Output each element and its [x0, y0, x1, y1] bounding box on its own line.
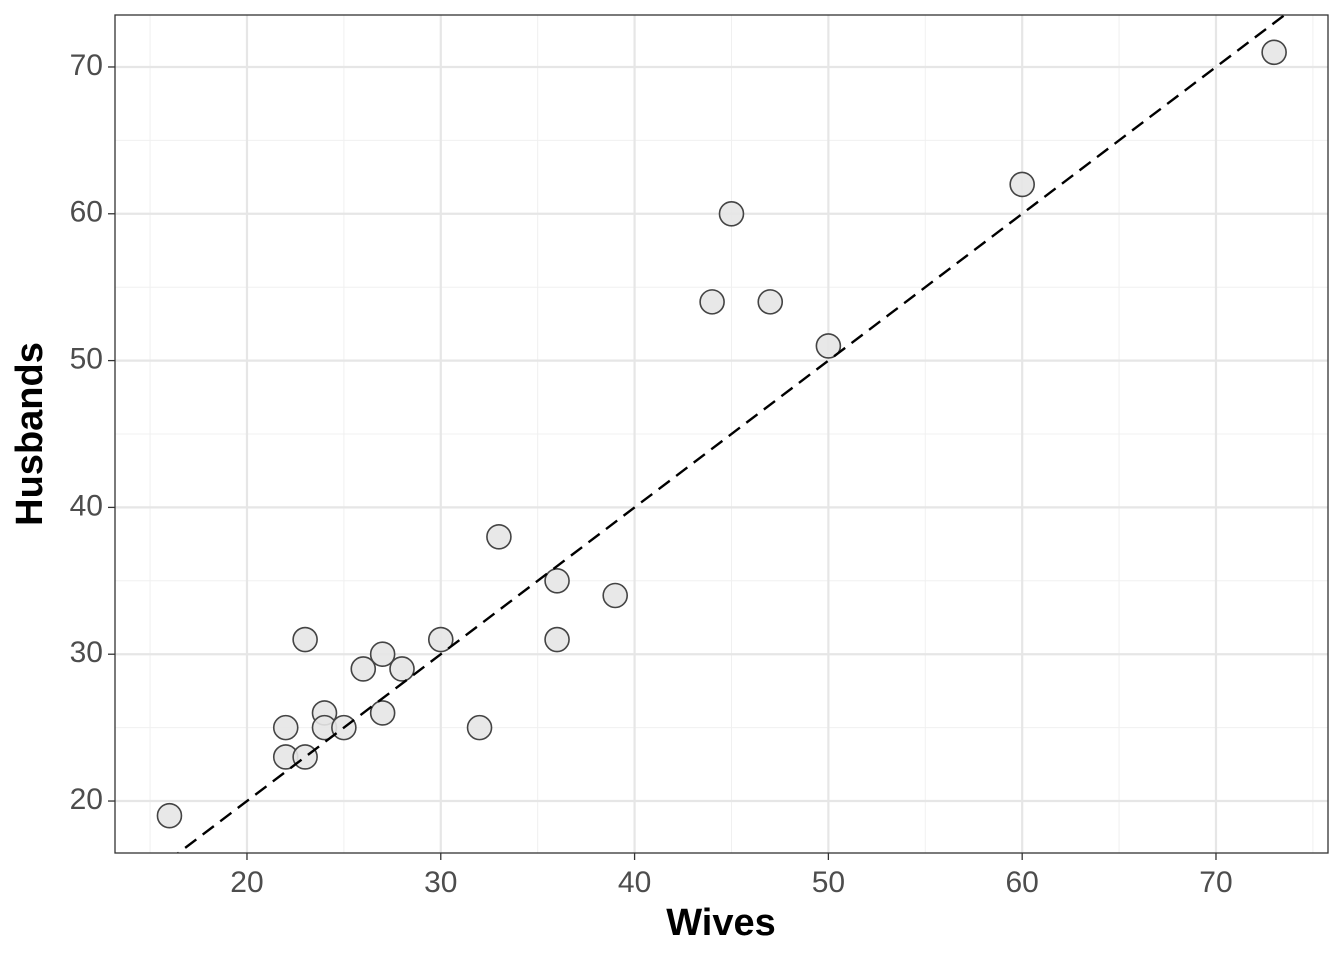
x-tick-label: 70 [1199, 866, 1232, 899]
point [427, 626, 454, 653]
point [544, 626, 570, 653]
point [486, 523, 512, 550]
point [1009, 171, 1035, 198]
point [350, 656, 377, 682]
x-tick-label: 20 [230, 866, 263, 899]
grid [115, 15, 1328, 853]
point [1261, 39, 1287, 66]
point [272, 714, 299, 741]
y-tick-label: 30 [70, 636, 103, 669]
x-tick-label: 60 [1005, 866, 1038, 899]
point [369, 641, 396, 668]
x-axis-title: Wives [666, 902, 776, 944]
x-tick-label: 50 [812, 866, 845, 899]
y-tick-label: 20 [70, 783, 103, 816]
point [699, 289, 725, 315]
y-tick-label: 50 [70, 343, 103, 376]
point [292, 744, 318, 770]
point [544, 568, 570, 594]
point [292, 626, 318, 653]
y-tick-label: 40 [70, 489, 103, 522]
x-tick-label: 40 [618, 866, 651, 899]
y-tick-label: 60 [70, 196, 103, 229]
point [389, 656, 415, 682]
y-tick-label: 70 [70, 49, 103, 82]
point [757, 289, 784, 315]
point [815, 333, 842, 359]
point [156, 802, 183, 829]
identity-line [176, 15, 1287, 853]
panel-border [114, 14, 1329, 854]
point [369, 700, 396, 726]
plot-area [156, 15, 1287, 853]
y-axis-title: Husbands [9, 342, 51, 526]
point [602, 582, 629, 609]
point [718, 200, 745, 227]
x-tick-label: 30 [424, 866, 457, 899]
point [466, 714, 493, 741]
